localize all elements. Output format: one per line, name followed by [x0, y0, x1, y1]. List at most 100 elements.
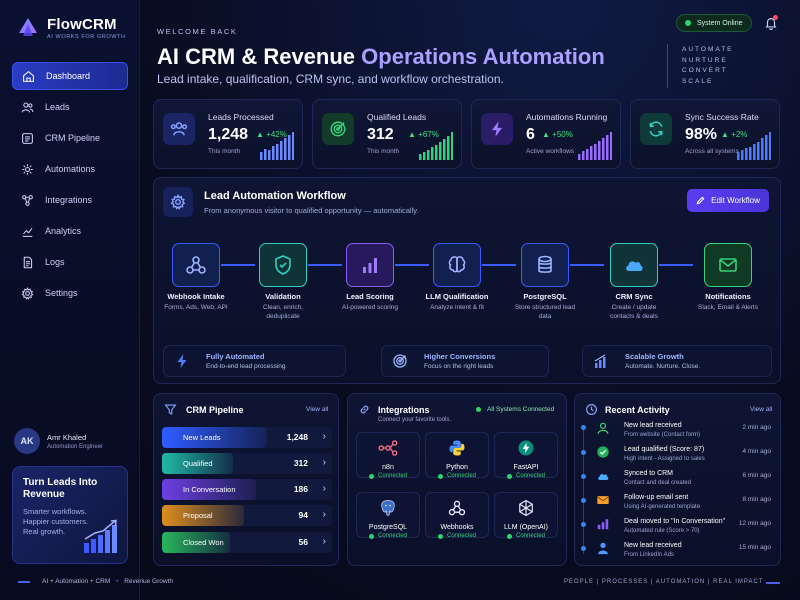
workflow-step-llm-qualification[interactable]: LLM Qualification Analyze intent & fit: [422, 243, 492, 312]
sidebar-item-crm-pipeline[interactable]: CRM Pipeline: [12, 124, 128, 152]
step-desc: AI-powered scoring: [342, 304, 398, 311]
sidebar-item-dashboard[interactable]: Dashboard: [12, 62, 128, 90]
database-icon: [538, 255, 552, 273]
stage-count: 94: [298, 510, 308, 520]
kpi-card-qualified-leads[interactable]: Qualified Leads 312 ▲ +67% This month: [312, 99, 462, 169]
sync-icon: [649, 121, 663, 137]
workflow-panel: Lead Automation Workflow From anonymous …: [153, 177, 781, 384]
workflow-step-lead-scoring[interactable]: Lead Scoring AI-powered scoring: [335, 243, 405, 312]
feature-scalable-growth: Scalable Growth Automate. Nurture. Close…: [582, 345, 772, 377]
integration-status-label: Connected: [446, 533, 477, 539]
user-profile[interactable]: AK Amr Khaled Automation Engineer: [14, 428, 103, 454]
cloud-icon: [598, 474, 609, 480]
sidebar: FlowCRM AI WORKS FOR GROWTH Dashboard Le…: [0, 0, 140, 600]
pipeline-stage-closed-won[interactable]: Closed Won 56 ›: [162, 532, 332, 553]
status-dot: [437, 533, 443, 539]
workflow-step-postgresql[interactable]: PostgreSQL Store structured lead data: [510, 243, 580, 321]
sidebar-item-label: Logs: [45, 257, 65, 267]
user-icon: [598, 542, 608, 555]
step-desc: Store structured lead data: [514, 304, 576, 320]
timeline-dot: [581, 474, 586, 479]
stage-label: In Conversation: [183, 485, 236, 494]
cloud-icon: [626, 261, 643, 271]
stage-count: 186: [293, 484, 308, 494]
integration-llm-openai[interactable]: LLM (OpenAI) Connected: [494, 492, 558, 539]
chevron-right-icon: ›: [322, 431, 326, 442]
stage-count: 56: [298, 537, 308, 547]
workflow-step-notifications[interactable]: Notifications Slack, Email & Alerts: [693, 243, 763, 312]
activity-title: New lead received: [624, 542, 682, 549]
pipeline-stage-in-conversation[interactable]: In Conversation 186 ›: [162, 479, 332, 500]
footer-separator: •: [116, 578, 119, 585]
analytics-icon: [22, 227, 33, 237]
chevron-right-icon: ›: [322, 457, 326, 468]
system-status-label: System Online: [697, 19, 743, 27]
user-icon: [597, 422, 609, 434]
integration-postgresql[interactable]: PostgreSQL Connected: [356, 492, 420, 539]
sidebar-item-analytics[interactable]: Analytics: [12, 217, 128, 245]
integration-webhooks[interactable]: Webhooks Connected: [425, 492, 489, 539]
pipeline-view-all-link[interactable]: View all: [306, 406, 329, 413]
step-desc: Analyze intent & fit: [430, 304, 484, 311]
workflow-step-webhook-intake[interactable]: Webhook Intake Forms, Ads, Web, API: [161, 243, 231, 312]
welcome-label: WELCOME BACK: [157, 27, 238, 36]
stage-count: 1,248: [286, 432, 308, 442]
sidebar-item-logs[interactable]: Logs: [12, 248, 128, 276]
sidebar-item-settings[interactable]: Settings: [12, 279, 128, 307]
step-title: PostgreSQL: [523, 292, 567, 301]
pipeline-stage-proposal[interactable]: Proposal 94 ›: [162, 505, 332, 526]
recent-activity-title: Recent Activity: [605, 405, 670, 415]
mini-bar-chart-icon: [578, 132, 612, 160]
kpi-icon-box: [322, 113, 354, 145]
bell-icon[interactable]: [764, 16, 778, 30]
status-dot: [506, 473, 512, 479]
page-subtitle: Lead intake, qualification, CRM sync, an…: [157, 72, 504, 86]
activity-timeline-line: [583, 429, 584, 554]
integration-fastapi[interactable]: FastAPI Connected: [494, 432, 558, 479]
kpi-sub: This month: [208, 148, 241, 155]
kpi-card-automations-running[interactable]: Automations Running 6 ▲ +50% Active work…: [471, 99, 621, 169]
step-arrow: [221, 264, 255, 266]
integration-python[interactable]: Python Connected: [425, 432, 489, 479]
chevron-right-icon: ›: [322, 536, 326, 547]
sidebar-item-automations[interactable]: Automations: [12, 155, 128, 183]
edit-workflow-button[interactable]: Edit Workflow: [687, 189, 769, 212]
integration-n8n[interactable]: n8n Connected: [356, 432, 420, 479]
footer-accent-line: [18, 581, 30, 583]
integration-status: Connected: [426, 473, 488, 479]
activity-title: Synced to CRM: [624, 470, 674, 477]
integration-name: Webhooks: [440, 524, 474, 531]
sidebar-nav: Dashboard Leads CRM Pipeline Automations…: [12, 62, 128, 310]
timeline-dot: [581, 425, 586, 430]
sidebar-item-leads[interactable]: Leads: [12, 93, 128, 121]
kpi-card-sync-success-rate[interactable]: Sync Success Rate 98% ▲ +2% Across all s…: [630, 99, 780, 169]
brand-name: FlowCRM: [47, 16, 117, 33]
workflow-step-crm-sync[interactable]: CRM Sync Create / update contacts & deal…: [599, 243, 669, 321]
tagline-divider: [667, 44, 668, 88]
integration-status-label: Connected: [377, 473, 408, 479]
home-icon: [23, 70, 34, 82]
system-status-badge: System Online: [676, 14, 752, 32]
postgresql-icon: [381, 500, 395, 516]
pipeline-stage-new-leads[interactable]: New Leads 1,248 ›: [162, 427, 332, 448]
step-icon-box: [172, 243, 220, 287]
feature-desc: End-to-end lead processing: [206, 363, 286, 370]
step-title: Webhook Intake: [167, 292, 225, 301]
integrations-subtitle: Connect your favorite tools.: [378, 417, 452, 423]
bolt-icon: [177, 354, 187, 368]
kpi-card-leads-processed[interactable]: Leads Processed 1,248 ▲ +42% This month: [153, 99, 303, 169]
step-icon-box: [433, 243, 481, 287]
pencil-icon: [696, 196, 705, 205]
activity-view-all-link[interactable]: View all: [750, 406, 773, 413]
pipeline-stage-qualified[interactable]: Qualified 312 ›: [162, 453, 332, 474]
sidebar-item-integrations[interactable]: Integrations: [12, 186, 128, 214]
step-icon-box: [346, 243, 394, 287]
workflow-step-validation[interactable]: Validation Clean, enrich, deduplicate: [248, 243, 318, 321]
brand-logo[interactable]: FlowCRM AI WORKS FOR GROWTH: [16, 16, 126, 40]
integration-name: LLM (OpenAI): [504, 524, 548, 531]
page-title: AI CRM & Revenue Operations Automation: [157, 44, 605, 70]
feature-title: Scalable Growth: [625, 352, 684, 361]
openai-icon: [519, 499, 533, 517]
workflow-subtitle: From anonymous visitor to qualified oppo…: [204, 206, 419, 215]
user-role: Automation Engineer: [47, 443, 104, 450]
